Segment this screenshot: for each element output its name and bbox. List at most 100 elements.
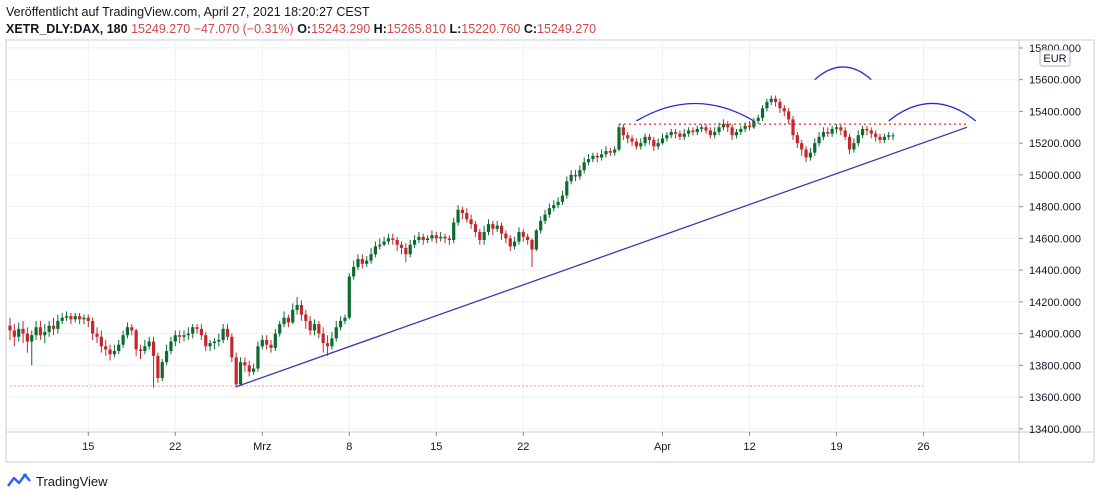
candle bbox=[282, 311, 286, 328]
candle bbox=[82, 314, 86, 325]
candle-body bbox=[95, 333, 99, 337]
candle-body bbox=[687, 130, 691, 134]
candles bbox=[8, 95, 895, 388]
candle-body bbox=[69, 316, 73, 320]
candle-body bbox=[752, 120, 756, 128]
candle bbox=[221, 324, 225, 344]
price-axis[interactable]: 13400.000 13600.000 13800.000 14000.000 1420… bbox=[1019, 43, 1081, 436]
candle-body bbox=[826, 132, 830, 134]
tradingview-branding[interactable]: TradingView bbox=[6, 471, 108, 491]
candle-body bbox=[208, 343, 212, 347]
candle bbox=[25, 327, 29, 353]
candle bbox=[539, 216, 543, 234]
candle-body bbox=[34, 327, 38, 336]
candle-body bbox=[117, 344, 121, 352]
candle bbox=[513, 236, 517, 250]
candle bbox=[460, 206, 464, 220]
candle-body bbox=[565, 181, 569, 196]
candle-body bbox=[408, 244, 412, 255]
candle bbox=[434, 232, 438, 244]
candle-body bbox=[265, 339, 269, 345]
candle bbox=[865, 125, 869, 136]
candle-body bbox=[726, 124, 730, 128]
candle-body bbox=[482, 232, 486, 240]
candle-body bbox=[325, 343, 330, 347]
time-axis[interactable]: 15 22 Mrz 8 15 22 Apr 12 19 26 bbox=[82, 432, 930, 453]
candle bbox=[199, 324, 203, 340]
candle-body bbox=[613, 149, 617, 153]
candle bbox=[43, 324, 47, 344]
candle-body bbox=[225, 328, 230, 337]
candle-body bbox=[721, 124, 725, 128]
candle-body bbox=[486, 224, 491, 233]
pattern-arc[interactable] bbox=[814, 66, 872, 81]
candle-body bbox=[243, 362, 247, 366]
candle-body bbox=[465, 212, 469, 220]
candle bbox=[660, 133, 665, 145]
candle bbox=[365, 255, 369, 267]
price-chart[interactable]: 13400.000 13600.000 13800.000 14000.000 1420… bbox=[0, 0, 1100, 470]
candle-body bbox=[791, 119, 795, 136]
candle bbox=[678, 130, 682, 140]
candle bbox=[704, 124, 708, 134]
candle-body bbox=[343, 317, 347, 321]
pattern-arc[interactable] bbox=[888, 102, 977, 122]
candle bbox=[60, 312, 64, 325]
tradingview-brand-text: TradingView bbox=[36, 473, 108, 489]
candle bbox=[721, 119, 725, 131]
trendline[interactable] bbox=[235, 126, 968, 388]
candle-body bbox=[452, 222, 456, 240]
candle bbox=[687, 127, 691, 137]
candle bbox=[130, 324, 134, 336]
candle-body bbox=[817, 136, 821, 144]
candle bbox=[91, 317, 95, 340]
symbol-name[interactable]: XETR_DLY:DAX, 180 bbox=[6, 22, 128, 36]
candle bbox=[726, 120, 730, 133]
pattern-arc[interactable] bbox=[636, 102, 755, 122]
candle-body bbox=[308, 320, 312, 331]
candle-body bbox=[743, 125, 747, 129]
candle bbox=[713, 127, 717, 139]
chart-frame bbox=[5, 39, 1095, 463]
high-label: H: bbox=[373, 22, 387, 36]
candle bbox=[125, 322, 130, 339]
candle bbox=[621, 124, 625, 140]
candle bbox=[339, 316, 343, 331]
candle-body bbox=[17, 328, 21, 337]
candle bbox=[573, 170, 578, 182]
candle bbox=[456, 205, 460, 226]
candle bbox=[600, 149, 604, 161]
candle bbox=[34, 320, 38, 340]
candle bbox=[56, 314, 60, 334]
candle bbox=[765, 98, 769, 112]
candle bbox=[430, 230, 434, 242]
candle bbox=[108, 344, 112, 361]
tradingview-logo-icon bbox=[7, 473, 31, 487]
candle-body bbox=[430, 235, 434, 239]
y-tick-label: 13800.000 bbox=[1029, 360, 1081, 372]
candle bbox=[73, 312, 77, 323]
candle-body bbox=[521, 232, 525, 237]
candle-body bbox=[813, 143, 817, 153]
candle bbox=[656, 138, 660, 150]
candle-body bbox=[734, 132, 739, 136]
candle-body bbox=[691, 130, 695, 133]
candle bbox=[86, 314, 90, 328]
candle bbox=[347, 273, 351, 320]
candle bbox=[447, 235, 451, 245]
candle-body bbox=[821, 132, 826, 137]
candle-body bbox=[334, 327, 338, 339]
candle bbox=[626, 132, 630, 144]
candle-body bbox=[125, 327, 130, 336]
candle bbox=[634, 138, 638, 150]
candle-body bbox=[156, 355, 160, 379]
candle-body bbox=[673, 132, 678, 134]
candle-body bbox=[739, 128, 743, 133]
candle bbox=[774, 95, 778, 107]
candle-body bbox=[591, 155, 595, 160]
candle bbox=[843, 127, 847, 140]
candle-body bbox=[517, 232, 521, 242]
candle bbox=[382, 236, 386, 247]
candle-body bbox=[434, 235, 438, 239]
candle bbox=[495, 220, 499, 233]
